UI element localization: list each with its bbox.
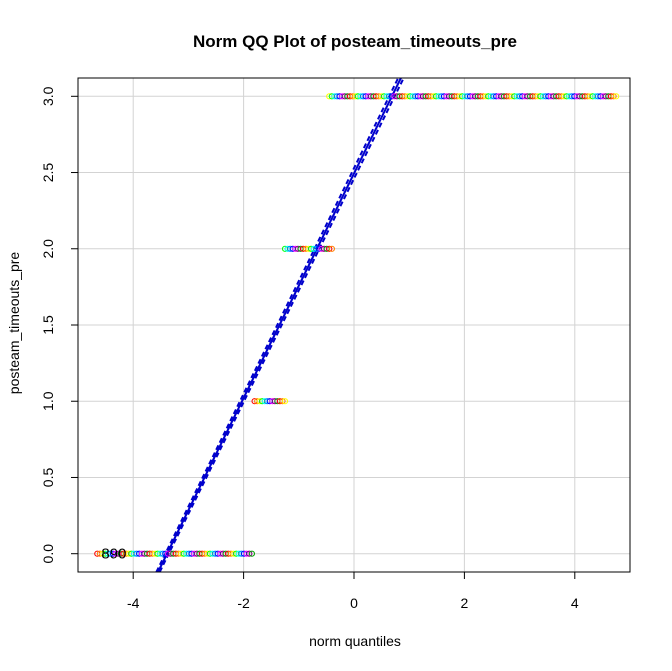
data-point — [248, 550, 255, 557]
y-axis-label: posteam_timeouts_pre — [6, 252, 22, 395]
points — [94, 93, 620, 557]
y-tick-label: 3.0 — [40, 86, 56, 106]
confidence-band-lower — [155, 77, 400, 573]
data-point — [246, 550, 253, 557]
y-tick-label: 2.5 — [40, 163, 56, 183]
y-tick-label: 2.0 — [40, 239, 56, 259]
outlier-labels: 890 — [101, 546, 126, 563]
data-point — [326, 245, 333, 252]
data-point — [279, 398, 286, 405]
confidence-band-upper — [158, 77, 405, 573]
x-tick-label: -2 — [237, 595, 250, 611]
y-tick-label: 0.0 — [40, 544, 56, 564]
x-tick-label: -4 — [127, 595, 140, 611]
reference-line — [157, 77, 402, 573]
y-tick-label: 1.0 — [40, 391, 56, 411]
y-tick-label: 0.5 — [40, 468, 56, 488]
outlier-label-0: 890 — [101, 546, 126, 563]
confidence-band — [155, 77, 405, 573]
grid — [78, 78, 630, 572]
x-axis-label: norm quantiles — [309, 633, 401, 649]
data-point — [613, 93, 620, 100]
x-tick-label: 4 — [571, 595, 579, 611]
chart-title: Norm QQ Plot of posteam_timeouts_pre — [193, 32, 517, 51]
data-point — [610, 93, 617, 100]
x-tick-label: 2 — [461, 595, 469, 611]
data-point — [281, 398, 289, 405]
data-point — [328, 245, 335, 252]
y-tick-label: 1.5 — [40, 315, 56, 335]
x-tick-label: 0 — [350, 595, 358, 611]
axes: -4 -2 0 2 4 0.0 0.5 1.0 1.5 2.0 2.5 3.0 — [40, 77, 631, 611]
qq-reference-line — [157, 77, 402, 573]
